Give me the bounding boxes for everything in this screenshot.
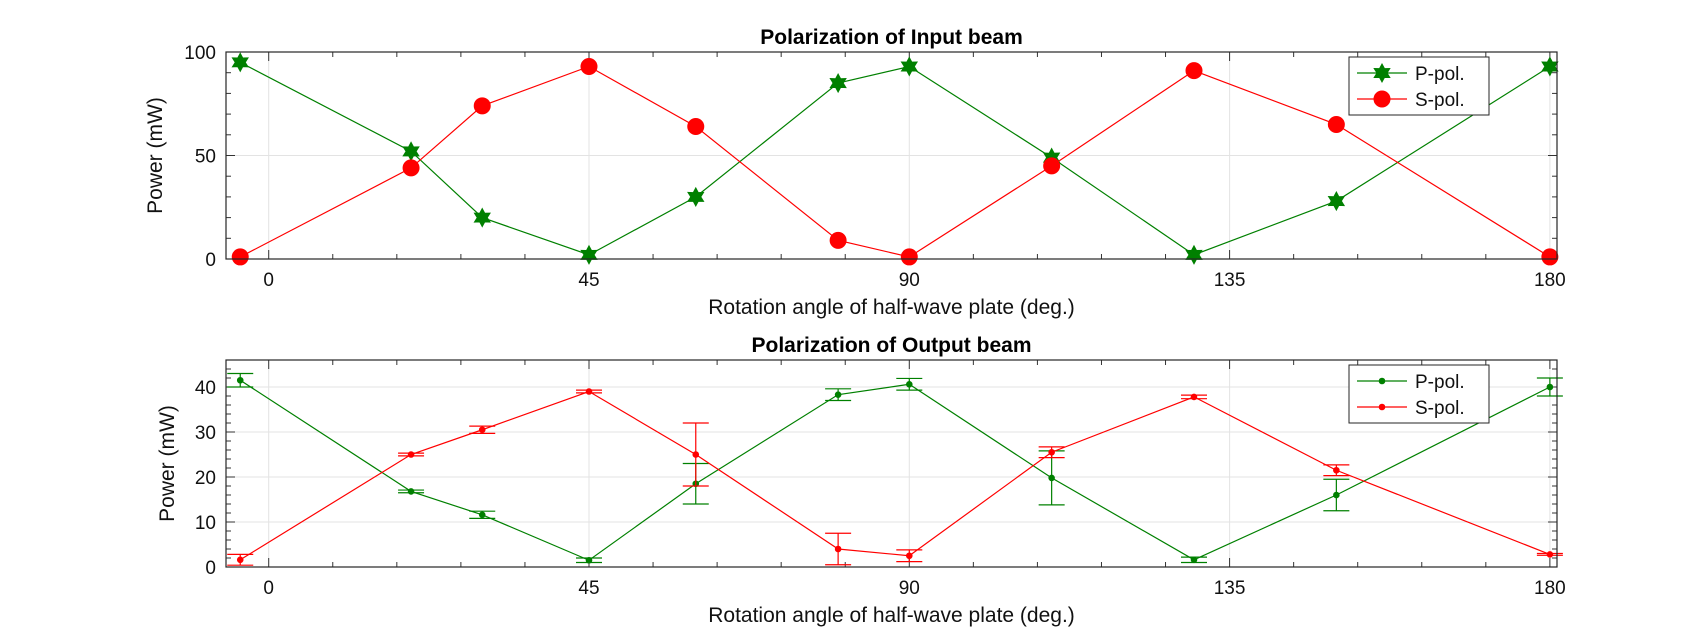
x-tick-label: 135 — [1214, 578, 1246, 599]
data-point — [1327, 115, 1345, 133]
data-point — [231, 52, 249, 73]
data-point — [1541, 56, 1559, 77]
y-tick-label: 50 — [195, 147, 216, 168]
data-point — [829, 72, 847, 94]
data-point — [905, 381, 913, 388]
legend-label: S-pol. — [1415, 398, 1465, 419]
data-point — [236, 376, 244, 384]
data-point — [407, 451, 415, 458]
x-tick-label: 0 — [263, 270, 274, 291]
y-tick-label: 100 — [184, 43, 216, 64]
x-tick-label: 90 — [899, 578, 920, 599]
x-tick-label: 45 — [578, 270, 599, 291]
data-point — [834, 545, 842, 553]
x-tick-label: 135 — [1214, 270, 1246, 291]
x-tick-label: 90 — [899, 270, 920, 291]
data-point — [473, 207, 491, 228]
plot-frame — [225, 359, 1558, 568]
data-point — [580, 244, 598, 265]
data-point — [1185, 244, 1203, 265]
data-point — [1048, 448, 1055, 456]
data-point — [231, 248, 249, 266]
x-tick-label: 0 — [263, 578, 274, 599]
chart-title: Polarization of Input beam — [760, 26, 1023, 49]
data-point — [1043, 157, 1061, 175]
data-point — [478, 511, 486, 519]
legend-marker — [1378, 377, 1386, 385]
data-point — [236, 556, 244, 564]
x-tick-label: 180 — [1534, 578, 1566, 599]
y-axis-label: Power (mW) — [144, 97, 167, 214]
data-point — [905, 552, 913, 560]
series-ppol — [231, 52, 1559, 265]
legend-marker — [1378, 403, 1386, 411]
data-point — [900, 56, 919, 77]
data-point — [1048, 474, 1055, 482]
series-spol — [227, 388, 1563, 566]
data-point — [692, 451, 700, 458]
legend-box — [1348, 56, 1490, 116]
data-point — [1546, 383, 1554, 391]
data-point — [1190, 393, 1198, 401]
x-tick-label: 180 — [1534, 270, 1566, 291]
series-spol — [231, 57, 1559, 266]
legend-marker — [1373, 90, 1391, 108]
y-tick-label: 40 — [195, 378, 216, 399]
data-point — [473, 97, 491, 115]
legend-label: P-pol. — [1415, 372, 1465, 393]
data-point — [900, 248, 918, 266]
legend-marker — [1373, 62, 1391, 84]
data-point — [585, 388, 593, 395]
data-point — [1190, 556, 1198, 564]
data-point — [402, 159, 420, 177]
data-point — [478, 426, 486, 434]
data-point — [1541, 248, 1559, 266]
plot-frame — [225, 51, 1558, 260]
data-point — [580, 57, 598, 75]
y-axis-label: Power (mW) — [156, 405, 179, 522]
data-point — [1185, 62, 1203, 80]
legend-box — [1348, 364, 1490, 424]
chart-panel-1: 0 45 90 135 180 0 50 100 Polarization of Input b… — [144, 26, 1566, 319]
data-point — [402, 141, 420, 162]
y-tick-label: 0 — [205, 558, 216, 579]
legend: P-pol. S-pol. — [1348, 56, 1490, 116]
chart-panel-2: 0 45 90 135 180 0 10 20 30 40 Polarization of Outp… — [156, 334, 1566, 627]
y-tick-label: 20 — [195, 468, 216, 489]
y-tick-label: 0 — [205, 250, 216, 271]
legend-label: P-pol. — [1415, 64, 1465, 85]
x-axis-label: Rotation angle of half-wave plate (deg.) — [708, 296, 1075, 319]
data-point — [1327, 190, 1346, 212]
chart-title: Polarization of Output beam — [751, 334, 1031, 357]
x-axis-label: Rotation angle of half-wave plate (deg.) — [708, 604, 1075, 627]
legend-label: S-pol. — [1415, 90, 1465, 111]
data-point — [1546, 551, 1554, 558]
legend: P-pol. S-pol. — [1348, 364, 1490, 424]
data-point — [687, 186, 705, 207]
data-point — [1333, 491, 1340, 499]
data-point — [829, 231, 847, 249]
y-tick-label: 10 — [195, 513, 216, 534]
data-point — [834, 391, 842, 398]
y-tick-label: 30 — [195, 423, 216, 444]
data-point — [1333, 466, 1340, 474]
series-ppol — [227, 372, 1563, 564]
x-tick-label: 45 — [578, 578, 599, 599]
data-point — [687, 118, 705, 136]
data-point — [407, 488, 415, 495]
data-point — [585, 556, 593, 564]
